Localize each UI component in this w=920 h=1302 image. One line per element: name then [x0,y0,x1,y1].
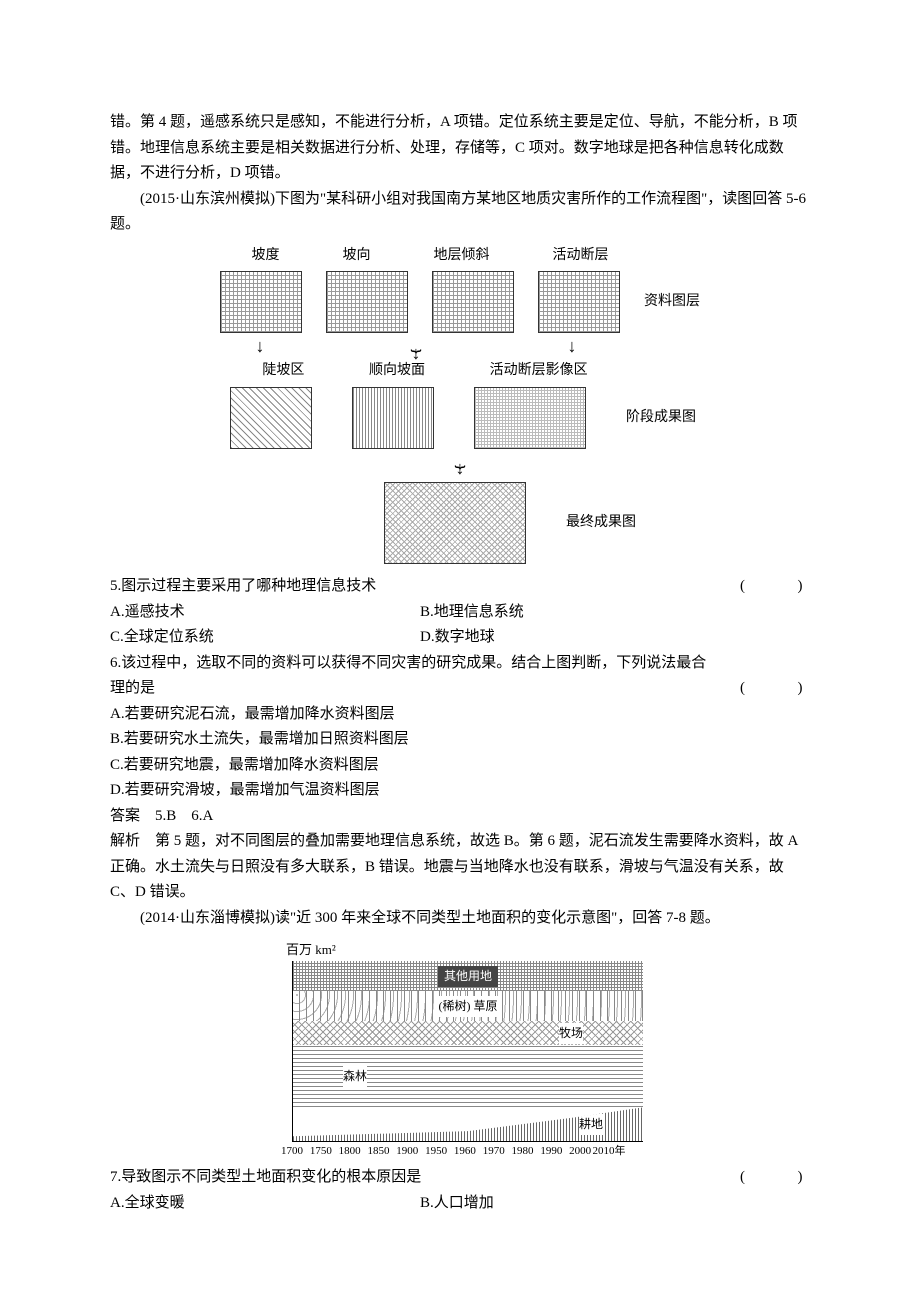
d1-box-aspect [326,271,408,333]
d1-box-steep [230,387,312,449]
chart-plot-area: 0 20 40 60 80 100 120 其他用地 (稀树) 草原 牧场 森林… [292,961,643,1142]
prev-explanation: 错。第 4 题，遥感系统只是感知，不能进行分析，A 项错。定位系统主要是定位、导… [110,110,810,187]
q5-optA: A.遥感技术 [110,600,420,626]
d1-box-dipslope [352,387,434,449]
q7-stem: 7.导致图示不同类型土地面积变化的根本原因是 [110,1165,421,1191]
set2-source: (2014·山东淄博模拟)读"近 300 年来全球不同类型土地面积的变化示意图"… [110,906,810,932]
d1-side-data-layer: 资料图层 [644,290,700,314]
q6-optD: D.若要研究滑坡，最需增加气温资料图层 [110,778,810,804]
d1-box-dip [432,271,514,333]
q6-stem-line1: 6.该过程中，选取不同的资料可以获得不同灾害的研究成果。结合上图判断，下列说法最… [110,651,810,677]
explanation-5-6: 解析 第 5 题，对不同图层的叠加需要地理信息系统，故选 B。第 6 题，泥石流… [110,829,810,906]
q6-optB: B.若要研究水土流失，最需增加日照资料图层 [110,727,810,753]
brace-icon: ⏟↓ [300,453,620,475]
band-other: 其他用地 [293,961,643,991]
q5-stem: 5.图示过程主要采用了哪种地理信息技术 [110,574,376,600]
chart-xticks: 1700175018001850190019501960197019801990… [292,1142,642,1161]
q6-stem-line2: 理的是 [110,676,155,702]
d1-box-faultzone [474,387,586,449]
d1-box-slope [220,271,302,333]
d1-box-final [384,482,526,564]
band-pasture: 牧场 [293,1021,643,1045]
q6-optA: A.若要研究泥石流，最需增加降水资料图层 [110,702,810,728]
q5-optB: B.地理信息系统 [420,600,524,626]
band-cropland: 耕地 [293,1107,643,1141]
d1-box-fault [538,271,620,333]
q5-optC: C.全球定位系统 [110,625,420,651]
q6-optC: C.若要研究地震，最需增加降水资料图层 [110,753,810,779]
answer-5-6: 答案 5.B 6.A [110,804,810,830]
arrow-icon: ↓ [532,337,612,359]
d1-label-steep: 陡坡区 [262,359,304,383]
band-savanna: (稀树) 草原 [293,991,643,1021]
set1-source: (2015·山东滨州模拟)下图为"某科研小组对我国南方某地区地质灾害所作的工作流… [110,187,810,238]
q5-optD: D.数字地球 [420,625,495,651]
band-forest: 森林 [293,1045,643,1107]
d1-label-aspect: 坡向 [343,244,371,268]
d1-side-stage: 阶段成果图 [626,406,696,430]
brace-icon: ⏟↓ [324,337,508,359]
land-area-chart: 百万 km² 0 20 40 60 80 100 120 其他用地 (稀树) 草… [250,939,670,1161]
q5-paren: ( ) [740,574,810,600]
d1-label-dip: 地层倾斜 [434,244,490,268]
d1-label-fault: 活动断层 [553,244,609,268]
q7-optA: A.全球变暖 [110,1191,420,1217]
chart-ylabel: 百万 km² [286,939,670,961]
arrow-icon: ↓ [220,337,300,359]
d1-label-dipslope: 顺向坡面 [369,359,425,383]
q7-paren: ( ) [740,1165,810,1191]
d1-side-final: 最终成果图 [566,511,636,535]
q6-paren: ( ) [740,676,810,702]
workflow-diagram: 坡度 坡向 地层倾斜 活动断层 资料图层 ↓ ⏟↓ ↓ 陡坡区 顺向坡面 活动断… [200,244,720,565]
d1-label-slope: 坡度 [252,244,280,268]
q7-optB: B.人口增加 [420,1191,494,1217]
d1-label-faultzone: 活动断层影像区 [490,359,588,383]
